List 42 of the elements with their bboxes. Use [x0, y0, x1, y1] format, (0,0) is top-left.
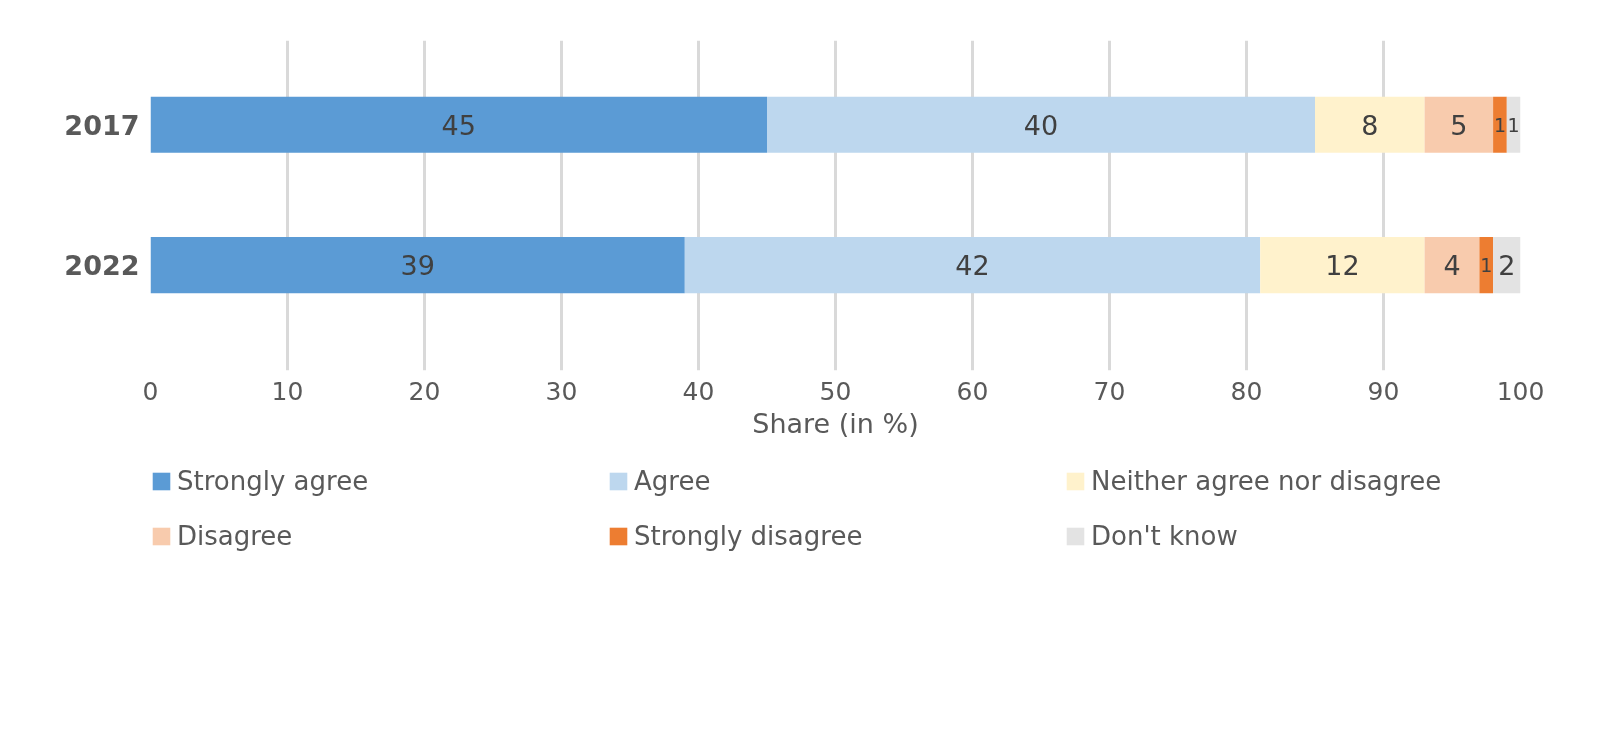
x-tick-label: 70	[1093, 376, 1126, 406]
x-tick-label: 80	[1230, 376, 1263, 406]
x-tick-label: 10	[271, 376, 304, 406]
x-tick-label: 0	[142, 376, 159, 406]
data-label: 1	[1493, 113, 1506, 136]
x-tick-label: 20	[408, 376, 441, 406]
legend-label: Strongly agree	[177, 466, 370, 496]
y-tick-label: 2017	[64, 109, 140, 141]
bar	[684, 237, 1261, 294]
bar	[1479, 237, 1494, 294]
x-axis-title: Share (in %)	[752, 407, 919, 439]
bar	[767, 96, 1315, 153]
legend-label: Don't know	[1091, 521, 1239, 551]
data-label: 45	[441, 109, 476, 141]
data-label: 2	[1498, 250, 1516, 282]
data-label: 5	[1450, 109, 1468, 141]
data-label: 8	[1361, 109, 1379, 141]
x-tick-label: 40	[682, 376, 715, 406]
legend-label: Neither agree nor disagree	[1091, 466, 1443, 496]
bar	[150, 237, 685, 294]
x-tick-label: 30	[545, 376, 578, 406]
bar	[1260, 237, 1425, 294]
data-label: 39	[400, 250, 435, 282]
bar	[1315, 96, 1425, 153]
legend-label: Strongly disagree	[634, 521, 864, 551]
legend-label: Disagree	[177, 521, 294, 551]
legend-label: Agree	[634, 466, 712, 496]
x-tick-label: 50	[819, 376, 852, 406]
data-label: 4	[1443, 250, 1461, 282]
data-label: 40	[1023, 109, 1059, 141]
bar	[1493, 96, 1507, 153]
x-tick-label: 60	[956, 376, 989, 406]
bar	[1424, 96, 1494, 153]
x-tick-label: 90	[1367, 376, 1400, 406]
data-label: 1	[1480, 254, 1493, 277]
bar	[150, 96, 767, 153]
y-tick-label: 2022	[64, 250, 140, 282]
data-label: 42	[955, 250, 990, 282]
x-tick-label: 100	[1496, 376, 1545, 406]
data-label: 1	[1507, 113, 1520, 136]
data-label: 12	[1325, 250, 1360, 282]
bar	[1424, 237, 1480, 294]
